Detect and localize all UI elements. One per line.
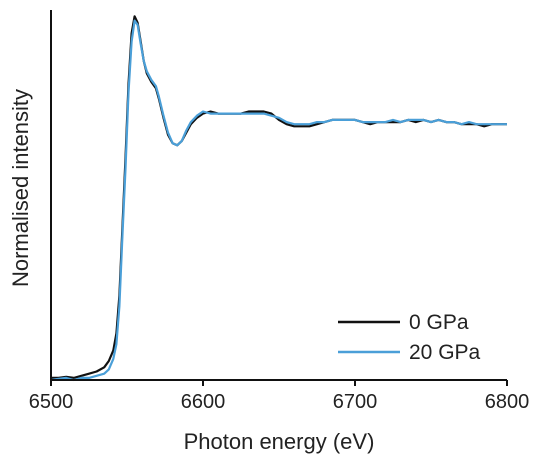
series-line-1	[50, 19, 507, 382]
x-tick-label: 6500	[29, 391, 74, 413]
legend-label-0: 0 GPa	[409, 311, 469, 334]
legend-label-1: 20 GPa	[409, 341, 481, 364]
x-tick-label: 6600	[181, 391, 226, 413]
y-axis-title: Normalised intensity	[8, 89, 33, 287]
legend: 0 GPa 20 GPa	[338, 311, 481, 364]
x-axis-title: Photon energy (eV)	[184, 429, 375, 454]
x-tick-label: 6800	[485, 391, 530, 413]
x-tick-label: 6700	[333, 391, 378, 413]
series-layer	[50, 15, 507, 382]
x-ticks: 6500 6600 6700 6800	[29, 380, 530, 413]
